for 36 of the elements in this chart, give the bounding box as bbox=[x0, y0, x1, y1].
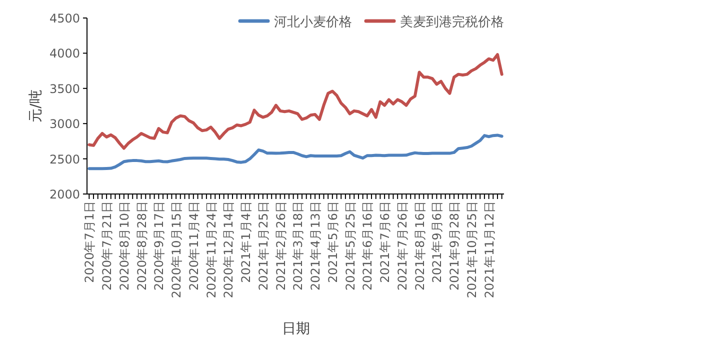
x-tick-label: 2021年5月6日 bbox=[326, 201, 340, 283]
x-tick-label: 2021年6月16日 bbox=[360, 201, 375, 290]
x-tick-label: 2021年7月6日 bbox=[378, 201, 392, 283]
x-tick-label: 2021年4月13日 bbox=[308, 201, 323, 290]
x-tick-label: 2020年11月4日 bbox=[186, 201, 201, 290]
x-tick-label: 2020年10月15日 bbox=[170, 201, 184, 298]
x-axis-title: 日期 bbox=[282, 321, 310, 337]
x-tick-label: 2020年12月14日 bbox=[222, 201, 236, 298]
line-series bbox=[88, 134, 504, 170]
x-tick-label: 2021年2月26日 bbox=[274, 201, 288, 290]
legend-label: 美麦到港完税价格 bbox=[400, 14, 504, 30]
line-series bbox=[88, 53, 504, 150]
x-tick-label: 2021年7月26日 bbox=[395, 201, 410, 290]
x-tick-label: 2020年7月21日 bbox=[100, 201, 114, 290]
y-tick-label: 4500 bbox=[49, 12, 80, 26]
x-tick-label: 2020年7月1日 bbox=[82, 201, 97, 283]
x-tick-label: 2021年8月16日 bbox=[412, 201, 427, 290]
y-axis-title: 元/吨 bbox=[28, 90, 44, 122]
x-tick-label: 2021年5月25日 bbox=[343, 201, 358, 290]
x-tick-label: 2021年1月4日 bbox=[239, 201, 254, 283]
y-tick-label: 4000 bbox=[49, 46, 80, 61]
legend-label: 河北小麦价格 bbox=[274, 15, 352, 30]
x-tick-label: 2020年8月10日 bbox=[117, 201, 132, 290]
y-tick-label: 2000 bbox=[49, 188, 80, 202]
x-tick-label: 2021年1月25日 bbox=[256, 201, 270, 290]
y-tick-label: 3000 bbox=[49, 117, 80, 132]
x-tick-label: 2021年10月25日 bbox=[464, 201, 479, 298]
x-tick-label: 2020年9月17日 bbox=[152, 201, 166, 290]
y-tick-label: 2500 bbox=[49, 152, 80, 166]
x-tick-label: 2020年8月28日 bbox=[134, 201, 149, 290]
x-tick-label: 2021年9月6日 bbox=[430, 201, 444, 283]
x-tick-label: 2020年11月24日 bbox=[204, 201, 218, 298]
y-tick-label: 3500 bbox=[49, 82, 80, 96]
x-tick-label: 2021年3月18日 bbox=[291, 201, 306, 290]
x-tick-label: 2021年11月12日 bbox=[482, 201, 496, 298]
x-tick-label: 2021年9月28日 bbox=[448, 201, 462, 290]
